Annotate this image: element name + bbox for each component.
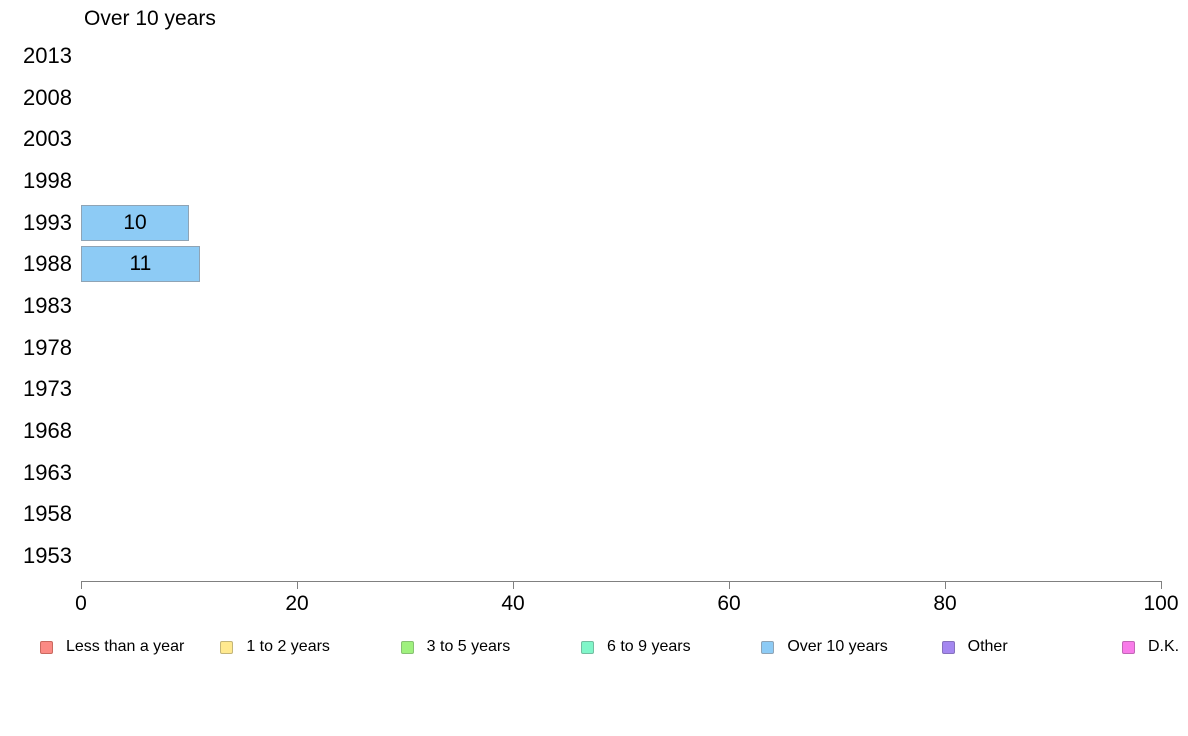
x-axis-tick	[1161, 581, 1162, 589]
bar: 10	[81, 204, 189, 241]
legend-swatch-icon	[400, 640, 414, 654]
legend-item: 3 to 5 years	[400, 636, 511, 658]
legend-label: 6 to 9 years	[606, 638, 691, 655]
legend-item: Over 10 years	[761, 636, 888, 658]
x-axis-tick	[297, 581, 298, 589]
y-axis-label: 2013	[23, 43, 72, 68]
legend-swatch-icon	[1121, 640, 1135, 654]
legend-label: 1 to 2 years	[246, 638, 330, 655]
legend-item: 1 to 2 years	[220, 636, 330, 658]
bar-value-label: 11	[129, 252, 152, 276]
legend-swatch-icon	[580, 640, 594, 654]
legend-swatch-icon	[220, 640, 234, 654]
legend-item: Other	[941, 636, 1008, 658]
panel-title: Over 10 years	[84, 7, 216, 30]
y-axis-label: 1983	[23, 293, 72, 319]
x-axis-tick-label: 100	[1143, 592, 1179, 615]
y-axis-label: 2008	[23, 84, 72, 110]
bar-value-label: 10	[123, 210, 147, 234]
x-axis-tick-label: 40	[501, 592, 525, 615]
legend-swatch-icon	[941, 640, 955, 654]
x-axis-tick	[81, 581, 82, 589]
y-axis-label: 1998	[23, 168, 72, 193]
x-axis-tick-label: 60	[717, 592, 741, 615]
x-axis-tick-label: 20	[285, 592, 309, 615]
legend: Less than a year 1 to 2 years 3 to 5 years…	[0, 636, 1188, 660]
x-axis-tick	[513, 581, 514, 589]
legend-label: 3 to 5 years	[426, 638, 511, 655]
legend-label: D.K.	[1147, 638, 1180, 655]
x-axis-tick-label: 80	[933, 592, 957, 615]
y-axis-label: 1953	[23, 543, 72, 569]
x-axis-line	[81, 581, 1162, 582]
legend-label: Less than a year	[66, 638, 185, 655]
y-axis-label: 1963	[23, 459, 72, 485]
y-axis-label: 1993	[23, 209, 72, 235]
bar: 11	[81, 246, 200, 283]
legend-item: D.K.	[1121, 636, 1180, 658]
x-axis-tick	[945, 581, 946, 589]
y-axis-label: 1978	[23, 334, 72, 360]
y-axis-label: 1958	[23, 501, 72, 527]
legend-item: 6 to 9 years	[580, 636, 691, 658]
legend-label: Other	[967, 638, 1008, 655]
x-axis-tick	[729, 581, 730, 589]
legend-item: Less than a year	[40, 636, 184, 658]
y-axis-label: 1988	[23, 251, 72, 277]
legend-swatch-icon	[40, 640, 53, 654]
y-axis-label: 1968	[23, 418, 72, 444]
legend-swatch-icon	[761, 640, 775, 654]
legend-label: Over 10 years	[787, 638, 888, 655]
y-axis-label: 2003	[23, 126, 72, 152]
y-axis-label: 1973	[23, 376, 72, 402]
x-axis-tick-label: 0	[75, 592, 87, 615]
